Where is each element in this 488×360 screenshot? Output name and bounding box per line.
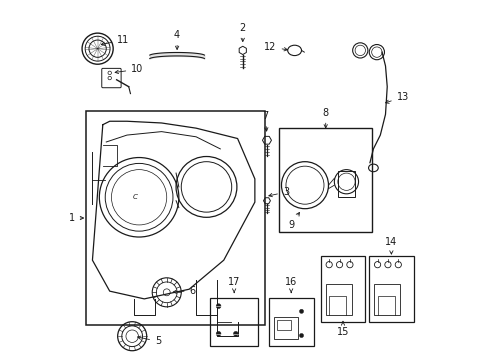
Text: 2: 2 xyxy=(239,23,245,41)
Text: 9: 9 xyxy=(287,212,299,230)
Text: 3: 3 xyxy=(268,187,288,197)
Text: 7: 7 xyxy=(262,111,268,131)
Text: 10: 10 xyxy=(115,64,143,75)
Bar xyxy=(85,111,264,325)
Bar xyxy=(325,284,351,315)
Bar xyxy=(277,320,290,330)
Circle shape xyxy=(216,331,221,336)
Text: 4: 4 xyxy=(174,30,180,49)
Text: C: C xyxy=(133,194,138,200)
Text: 11: 11 xyxy=(101,35,129,45)
Bar xyxy=(320,256,365,322)
Bar xyxy=(337,171,354,197)
Bar xyxy=(273,316,298,339)
Circle shape xyxy=(233,331,238,336)
Bar xyxy=(373,284,399,315)
Text: 12: 12 xyxy=(264,42,287,52)
Text: 14: 14 xyxy=(385,237,397,254)
Bar xyxy=(268,297,313,346)
Text: 8: 8 xyxy=(322,108,328,128)
Text: 6: 6 xyxy=(173,285,195,296)
Text: 16: 16 xyxy=(285,277,297,293)
Text: 13: 13 xyxy=(385,92,408,103)
Circle shape xyxy=(216,304,221,309)
Text: 15: 15 xyxy=(336,321,348,337)
Circle shape xyxy=(299,333,303,338)
Bar xyxy=(279,128,371,232)
Text: 5: 5 xyxy=(137,336,161,346)
Circle shape xyxy=(299,309,303,314)
Bar xyxy=(368,256,413,322)
Text: 17: 17 xyxy=(227,277,240,293)
Text: 1: 1 xyxy=(68,213,83,223)
Bar xyxy=(209,297,258,346)
